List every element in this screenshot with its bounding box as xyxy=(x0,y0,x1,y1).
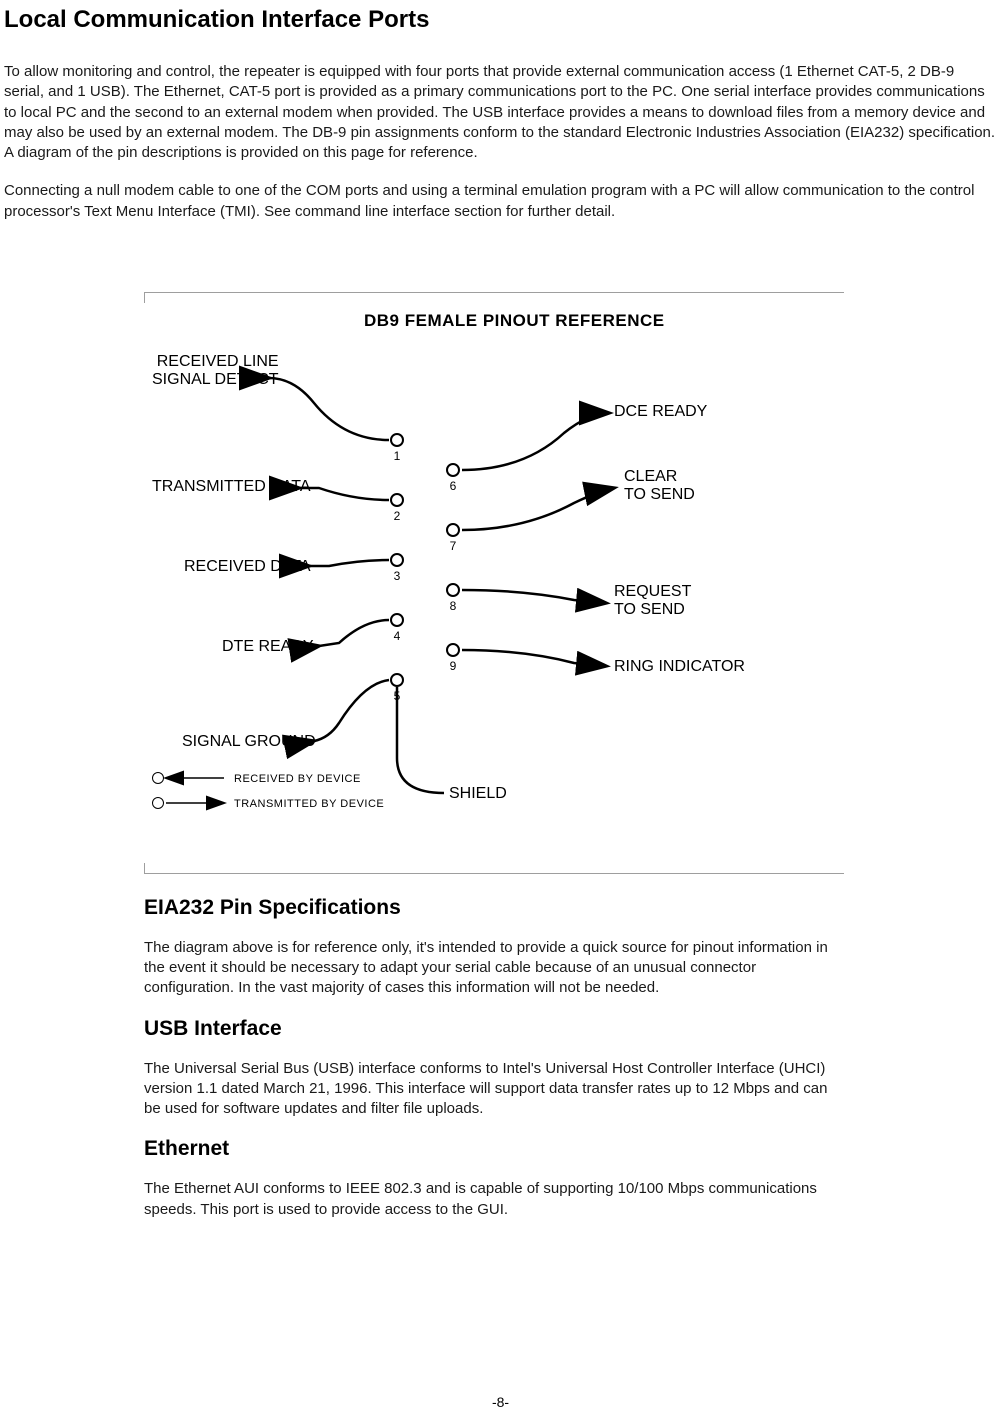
label-pin9: RING INDICATOR xyxy=(614,658,745,676)
label-pin8: REQUEST TO SEND xyxy=(614,583,691,620)
label-shield: SHIELD xyxy=(449,785,507,803)
document-page: Local Communication Interface Ports To a… xyxy=(0,6,1001,1428)
pin-2-circle xyxy=(390,493,404,507)
pin-3-circle xyxy=(390,553,404,567)
text-usb: The Universal Serial Bus (USB) interface… xyxy=(144,1059,844,1120)
legend-received-circle xyxy=(152,772,164,784)
legend-received: RECEIVED BY DEVICE xyxy=(234,773,361,785)
pin-5-number: 5 xyxy=(390,689,404,703)
pin-4-circle xyxy=(390,613,404,627)
pin-6-number: 6 xyxy=(446,479,460,493)
pin-8-circle xyxy=(446,583,460,597)
label-pin7: CLEAR TO SEND xyxy=(624,468,695,505)
label-pin6: DCE READY xyxy=(614,403,707,421)
label-pin2: TRANSMITTED DATA xyxy=(152,478,311,496)
pin-1-number: 1 xyxy=(390,449,404,463)
legend-transmitted: TRANSMITTED BY DEVICE xyxy=(234,798,384,810)
sections-block: EIA232 Pin Specifications The diagram ab… xyxy=(144,896,844,1220)
label-pin5: SIGNAL GROUND xyxy=(182,733,316,751)
pin-9-circle xyxy=(446,643,460,657)
diagram-container: DB9 FEMALE PINOUT REFERENCE 1 2 3 4 5 6 … xyxy=(144,292,844,874)
label-pin3: RECEIVED DATA xyxy=(184,558,311,576)
pin-6-circle xyxy=(446,463,460,477)
legend-transmitted-circle xyxy=(152,797,164,809)
pin-7-circle xyxy=(446,523,460,537)
heading-ethernet: Ethernet xyxy=(144,1137,844,1161)
pin-9-number: 9 xyxy=(446,659,460,673)
text-ethernet: The Ethernet AUI conforms to IEEE 802.3 … xyxy=(144,1179,844,1220)
text-eia232: The diagram above is for reference only,… xyxy=(144,938,844,999)
label-pin1: RECEIVED LINE SIGNAL DETECT xyxy=(152,353,279,390)
page-title: Local Communication Interface Ports xyxy=(4,6,997,34)
diagram-border-top xyxy=(144,292,844,303)
diagram-title: DB9 FEMALE PINOUT REFERENCE xyxy=(364,311,665,331)
pin-4-number: 4 xyxy=(390,629,404,643)
pin-8-number: 8 xyxy=(446,599,460,613)
heading-usb: USB Interface xyxy=(144,1017,844,1041)
pin-3-number: 3 xyxy=(390,569,404,583)
pin-1-circle xyxy=(390,433,404,447)
pin-5-circle xyxy=(390,673,404,687)
intro-paragraph-2: Connecting a null modem cable to one of … xyxy=(4,181,997,222)
diagram-border-bottom xyxy=(144,863,844,874)
heading-eia232: EIA232 Pin Specifications xyxy=(144,896,844,920)
db9-pinout-diagram: DB9 FEMALE PINOUT REFERENCE 1 2 3 4 5 6 … xyxy=(144,303,844,863)
pin-2-number: 2 xyxy=(390,509,404,523)
label-pin4: DTE READY xyxy=(222,638,314,656)
intro-paragraph-1: To allow monitoring and control, the rep… xyxy=(4,62,997,163)
pin-7-number: 7 xyxy=(446,539,460,553)
page-footer: -8- xyxy=(0,1394,1001,1410)
